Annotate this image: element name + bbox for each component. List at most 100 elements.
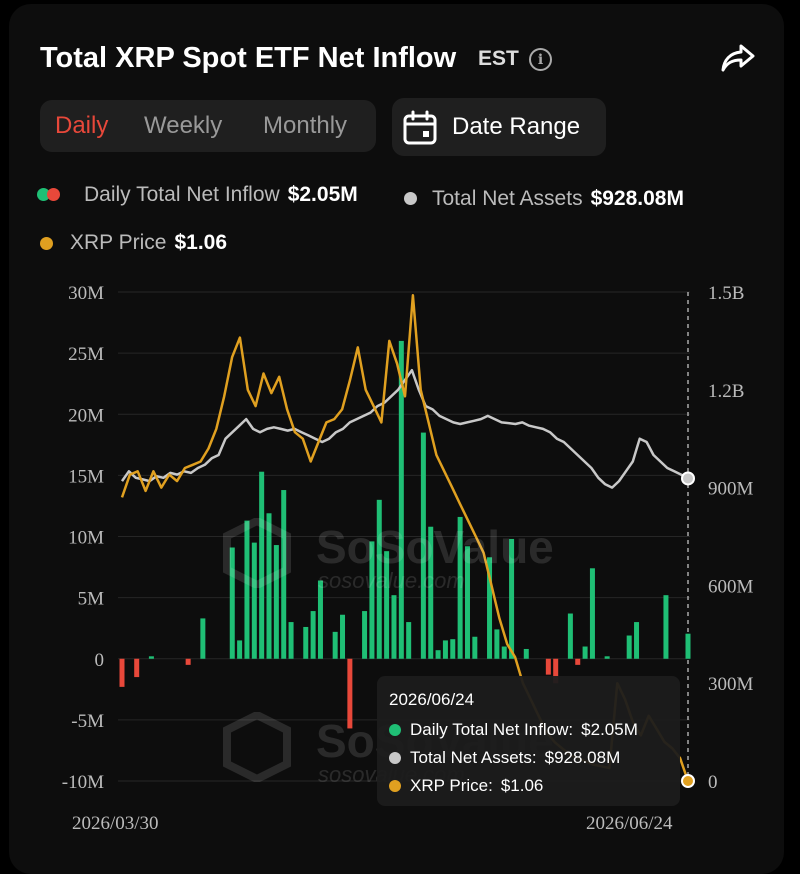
- y-tick-right: 1.2B: [708, 381, 744, 402]
- bar: [288, 622, 294, 659]
- bar: [384, 551, 390, 659]
- bar: [634, 622, 640, 659]
- xrp-price-line-endpoint: [681, 774, 695, 788]
- share-icon[interactable]: [720, 42, 756, 74]
- bar: [604, 656, 610, 659]
- x-tick-start: 2026/03/30: [72, 813, 159, 834]
- bar: [406, 622, 412, 659]
- bar: [362, 611, 368, 659]
- bar: [332, 631, 338, 659]
- y-tick-left: -5M: [71, 711, 104, 732]
- y-tick-right: 300M: [708, 674, 754, 695]
- chart-tooltip: 2026/06/24 Daily Total Net Inflow: $2.05M…: [377, 676, 680, 806]
- legend-price[interactable]: XRP Price $1.06: [70, 231, 227, 255]
- bar: [229, 547, 235, 659]
- legend-assets-value: $928.08M: [590, 187, 684, 210]
- total-net-assets-line: [120, 368, 689, 489]
- total-net-assets-line-endpoint: [681, 471, 695, 486]
- y-tick-left: 0: [95, 650, 105, 671]
- tab-weekly[interactable]: Weekly: [144, 112, 223, 139]
- x-tick-end: 2026/06/24: [586, 813, 673, 834]
- legend-price-value: $1.06: [174, 231, 228, 254]
- bar: [626, 635, 632, 659]
- y-tick-right: 900M: [708, 479, 754, 500]
- bar: [553, 658, 559, 684]
- legend-price-icon: [40, 237, 53, 250]
- tooltip-assets-dot: [389, 752, 401, 764]
- bar: [148, 656, 154, 659]
- bar: [369, 541, 375, 659]
- bar: [251, 542, 257, 659]
- bar: [303, 626, 309, 659]
- y-tick-right: 600M: [708, 576, 754, 597]
- bar: [663, 595, 669, 659]
- bar: [347, 658, 353, 729]
- bar: [545, 658, 551, 675]
- legend-inflow[interactable]: Daily Total Net Inflow $2.05M: [84, 183, 358, 207]
- bar: [457, 516, 463, 659]
- legend-price-label: XRP Price: [70, 231, 167, 254]
- legend-inflow-label: Daily Total Net Inflow: [84, 183, 280, 206]
- tooltip-assets: Total Net Assets: $928.08M: [389, 748, 620, 768]
- bar: [428, 526, 434, 659]
- bar: [685, 633, 691, 659]
- legend-assets[interactable]: Total Net Assets $928.08M: [432, 187, 684, 211]
- bar: [281, 490, 287, 659]
- info-icon[interactable]: i: [529, 48, 552, 71]
- bar: [472, 636, 478, 659]
- y-tick-left: 20M: [68, 405, 104, 426]
- bar: [435, 650, 441, 659]
- bar: [450, 639, 456, 659]
- sosovalue-logo-icon: [223, 712, 291, 782]
- page-title: Total XRP Spot ETF Net Inflow: [40, 42, 457, 74]
- timezone-label: EST: [478, 47, 519, 70]
- bar: [244, 520, 250, 659]
- watermark-brand: SoSoValue: [316, 521, 554, 573]
- bar: [376, 499, 382, 659]
- bar: [575, 658, 581, 665]
- bar: [185, 658, 191, 665]
- bar: [200, 618, 206, 659]
- y-tick-left: 30M: [68, 283, 104, 304]
- bar: [582, 646, 588, 659]
- y-tick-right: 1.5B: [708, 283, 744, 304]
- y-tick-left: 25M: [68, 344, 104, 365]
- y-tick-left: 10M: [68, 528, 104, 549]
- bar: [340, 614, 346, 659]
- bar: [259, 471, 265, 659]
- y-tick-right: 0: [708, 772, 718, 793]
- bar: [509, 538, 515, 659]
- sosovalue-logo-icon: [223, 518, 291, 588]
- tab-daily[interactable]: Daily: [55, 112, 109, 139]
- bar: [391, 595, 397, 659]
- bar: [310, 611, 316, 659]
- bar: [134, 658, 140, 678]
- bar: [442, 640, 448, 659]
- tooltip-inflow: Daily Total Net Inflow: $2.05M: [389, 720, 638, 740]
- bar: [317, 580, 323, 659]
- legend-assets-label: Total Net Assets: [432, 187, 583, 210]
- bar: [273, 545, 279, 659]
- bar: [266, 513, 272, 659]
- tooltip-inflow-dot: [389, 724, 401, 736]
- bar: [501, 646, 507, 659]
- bar: [398, 340, 404, 659]
- tooltip-price: XRP Price: $1.06: [389, 776, 543, 796]
- tooltip-date: 2026/06/24: [389, 690, 475, 709]
- calendar-icon: [403, 110, 437, 145]
- watermark-url: sosovalue.com: [318, 568, 465, 593]
- legend-inflow-value: $2.05M: [287, 183, 358, 206]
- tab-monthly[interactable]: Monthly: [263, 112, 348, 139]
- date-range-button[interactable]: Date Range: [392, 98, 606, 156]
- period-tabs: Daily Weekly Monthly: [40, 100, 376, 152]
- bar: [487, 557, 493, 659]
- bar: [464, 546, 470, 659]
- bar: [237, 640, 243, 659]
- legend-assets-icon: [404, 192, 417, 205]
- y-tick-left: 5M: [78, 589, 105, 610]
- y-tick-left: 15M: [68, 466, 104, 487]
- bar: [119, 658, 125, 687]
- bar: [589, 568, 595, 659]
- inflow-chart[interactable]: 30M 25M 20M 15M 10M 5M 0 -5M -10M 1.5B 1.2B 900M 600…: [0, 270, 800, 810]
- date-range-label: Date Range: [452, 113, 581, 140]
